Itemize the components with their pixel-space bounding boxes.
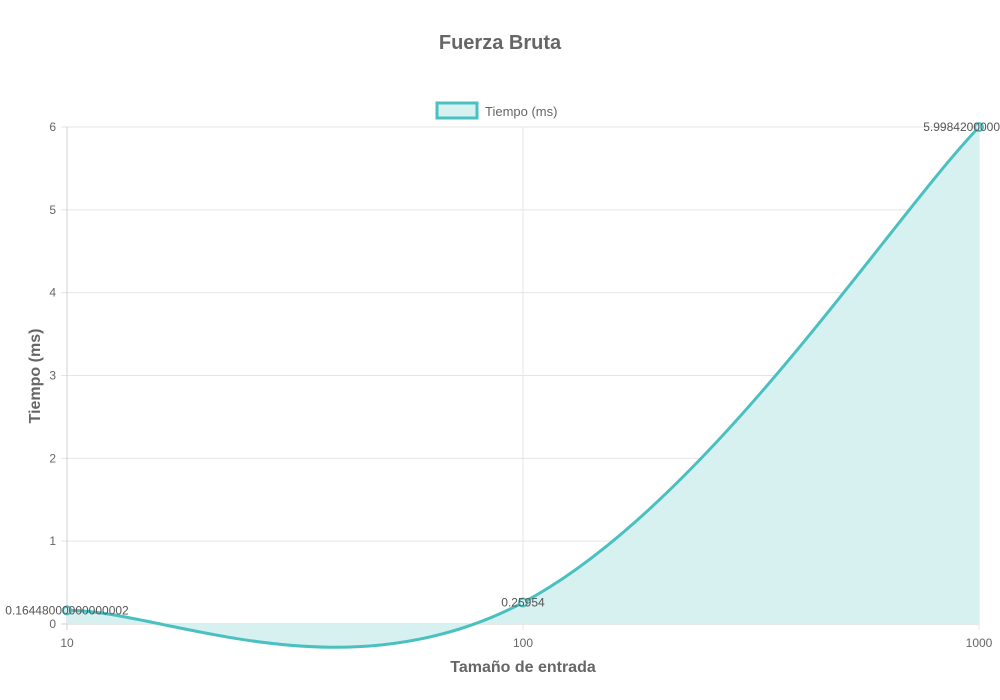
legend-swatch[interactable] (435, 101, 479, 120)
line-layer (66, 126, 981, 649)
legend-label[interactable]: Tiempo (ms) (485, 104, 557, 119)
data-point[interactable] (974, 122, 984, 133)
x-axis-title: Tamaño de entrada (450, 659, 596, 676)
series-line (66, 126, 981, 649)
data-point[interactable] (518, 597, 528, 608)
series-area-fill (67, 127, 979, 648)
data-value-label: 0.25954 (501, 596, 545, 610)
y-axis-ticks: 0 1 2 3 4 5 6 (49, 120, 56, 631)
data-point[interactable] (62, 605, 72, 616)
y-tick-label: 4 (49, 286, 56, 300)
legend[interactable]: Tiempo (ms) (435, 101, 557, 120)
x-tick-label: 1000 (966, 636, 993, 650)
y-tick-label: 6 (49, 120, 56, 134)
x-axis-ticks: 10 100 1000 (60, 636, 992, 650)
data-labels: 0.16448000000000002 0.25954 5.9984200000 (5, 120, 1000, 617)
area-layer (67, 127, 979, 648)
y-tick-label: 2 (49, 451, 56, 465)
x-tick-label: 100 (513, 636, 533, 650)
data-value-label: 5.9984200000 (923, 120, 1000, 134)
points-layer (62, 122, 984, 616)
y-axis-title: Tiempo (ms) (27, 329, 44, 424)
y-tick-label: 1 (49, 534, 56, 548)
y-tick-label: 3 (49, 369, 56, 383)
data-value-label: 0.16448000000000002 (5, 603, 129, 617)
chart-title: Fuerza Bruta (439, 32, 562, 54)
x-tick-label: 10 (60, 636, 74, 650)
y-tick-label: 0 (49, 617, 56, 631)
y-tick-label: 5 (49, 203, 56, 217)
